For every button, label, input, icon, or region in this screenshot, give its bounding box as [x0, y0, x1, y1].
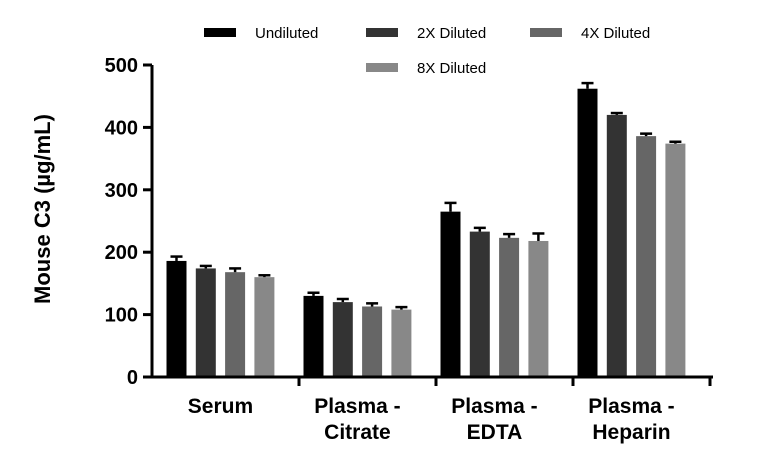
y-axis: 0 100 200 300 400 500: [105, 55, 154, 389]
legend-item: Undiluted: [204, 25, 318, 42]
y-axis-title: Mouse C3 (µg/mL): [30, 114, 55, 304]
legend-swatch: [366, 28, 398, 37]
bar: [195, 268, 216, 377]
bar: [391, 309, 412, 377]
legend-label: 4X Diluted: [581, 25, 650, 42]
bar: [254, 277, 275, 377]
x-category-label-line: Plasma -: [314, 395, 400, 418]
x-category-label-line: Citrate: [324, 421, 391, 444]
bar: [577, 88, 598, 377]
legend-label: Undiluted: [255, 25, 318, 42]
x-category-label: Plasma - Heparin: [588, 395, 674, 444]
x-category-label: Plasma - EDTA: [451, 395, 537, 444]
y-tick-label: 400: [105, 117, 138, 139]
bar: [528, 240, 549, 377]
x-category-label-line: EDTA: [467, 421, 523, 444]
bar: [166, 260, 187, 377]
legend-swatch: [204, 28, 236, 37]
y-tick-label: 500: [105, 55, 138, 77]
legend-swatch: [530, 28, 562, 37]
x-category-label-line: Plasma -: [588, 395, 674, 418]
x-category-label: Serum: [188, 395, 253, 418]
x-category-label-line: Heparin: [592, 421, 670, 444]
legend-item: 4X Diluted: [530, 25, 650, 42]
x-category-label-line: Serum: [188, 395, 253, 418]
bar: [440, 211, 461, 377]
bar: [469, 231, 490, 377]
bar: [225, 272, 246, 377]
legend-label: 2X Diluted: [417, 25, 486, 42]
legend-item: 8X Diluted: [366, 60, 486, 77]
bar: [303, 295, 324, 377]
bar: [362, 306, 383, 377]
bars: [166, 81, 686, 378]
y-tick-label: 300: [105, 180, 138, 202]
y-tick-label: 0: [127, 367, 138, 389]
bar: [665, 143, 686, 377]
legend-swatch: [366, 63, 398, 72]
bar: [606, 114, 627, 378]
x-category-label-line: Plasma -: [451, 395, 537, 418]
bar: [332, 302, 353, 377]
legend-item: 2X Diluted: [366, 25, 486, 42]
bar: [499, 237, 520, 377]
x-category-label: Plasma - Citrate: [314, 395, 400, 444]
bar: [636, 136, 657, 377]
legend: Undiluted 2X Diluted 4X Diluted 8X Diluted: [204, 25, 650, 77]
y-tick-label: 100: [105, 305, 138, 327]
y-tick-label: 200: [105, 242, 138, 264]
legend-label: 8X Diluted: [417, 60, 486, 77]
